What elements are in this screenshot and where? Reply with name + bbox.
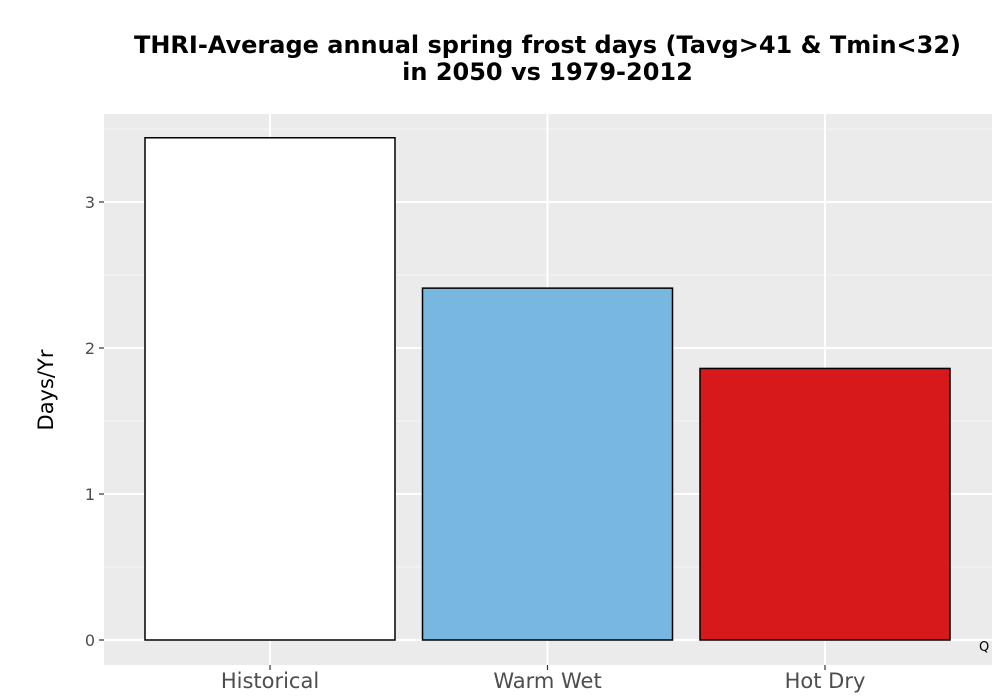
bar-historical <box>144 137 396 641</box>
x-tick-label: Warm Wet <box>493 669 601 693</box>
y-tick-label: 0 <box>85 631 95 650</box>
x-tick-label: Historical <box>221 669 319 693</box>
chart-title-line1: THRI-Average annual spring frost days (T… <box>133 31 962 59</box>
bar-hot-dry <box>699 367 951 641</box>
x-axis-ticks: Historical Warm Wet Hot Dry <box>221 665 866 693</box>
chart-title: THRI-Average annual spring frost days (T… <box>90 32 1000 86</box>
y-axis-ticks: 0 1 2 3 <box>85 193 104 650</box>
bars <box>144 137 951 641</box>
y-tick-label: 2 <box>85 339 95 358</box>
corner-mark: Q <box>979 640 990 655</box>
chart-title-line2: in 2050 vs 1979-2012 <box>402 58 693 86</box>
x-tick-label: Hot Dry <box>785 669 866 693</box>
bar-warm-wet <box>421 287 674 641</box>
y-tick-label: 3 <box>85 193 95 212</box>
y-tick-label: 1 <box>85 485 95 504</box>
